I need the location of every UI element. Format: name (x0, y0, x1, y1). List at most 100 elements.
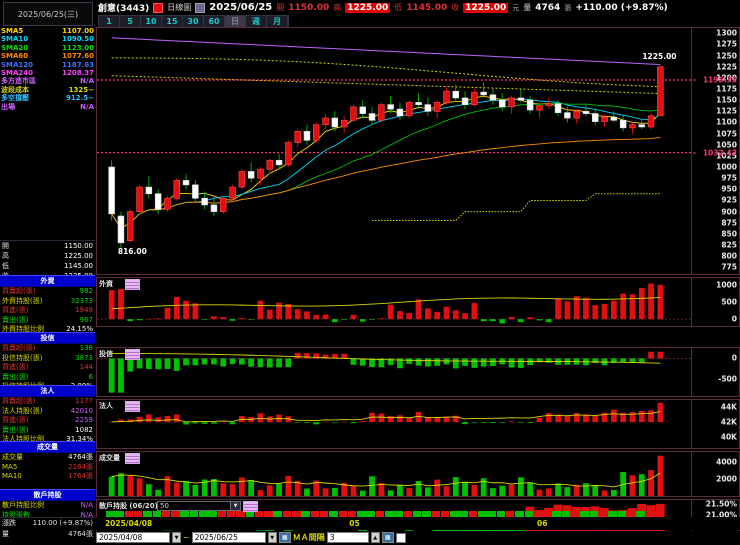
sma-label: 波段成本 (1, 85, 29, 94)
plot-region[interactable] (97, 348, 691, 396)
panel-settings-icon[interactable] (125, 401, 140, 412)
chevron-down-icon[interactable]: ▼ (230, 502, 240, 510)
stat-value: N/A (80, 501, 93, 509)
apply-icon[interactable]: ▦ (381, 532, 394, 543)
sma-label: SMA240 (1, 68, 34, 77)
timeframe-15[interactable]: 15 (162, 16, 183, 27)
plot-region[interactable] (97, 452, 691, 496)
start-date-input[interactable]: 2025/04/08 (96, 532, 170, 543)
price-annotation: 816.00 (117, 246, 147, 256)
open-label: 開 (276, 3, 285, 12)
x-axis-label: 06 (537, 519, 548, 528)
stat-row: 買進(張) 2259 (0, 416, 95, 426)
stat-label: 買賣超(張) (2, 344, 36, 352)
timeframe-日[interactable]: 日 (225, 16, 246, 27)
panel-settings-icon[interactable] (125, 279, 140, 290)
axis-tick: 1125 (716, 106, 737, 116)
ma-interval-value: 3 (329, 533, 335, 542)
plot-region[interactable] (97, 400, 691, 448)
timeframe-60[interactable]: 60 (204, 16, 225, 27)
sma-label: SMA60 (1, 52, 29, 61)
plot-region[interactable]: 1225.00 816.00 (97, 28, 691, 274)
ribbon-cell (440, 511, 450, 518)
stat-value: 982 (79, 287, 93, 295)
section-0: 外資 買賣超(張) 982 外資持股(張) 32373 買進(張) 1949 賣出(張) 967… (0, 275, 95, 335)
ribbon-cell (561, 511, 571, 518)
stat-label: 買進(張) (2, 416, 29, 424)
ribbon-cell (273, 511, 282, 518)
ribbon-cell (394, 511, 403, 518)
stat-row: 外資持股(張) 32373 (0, 297, 95, 307)
ribbon-cell (292, 511, 301, 518)
ribbon-cell (598, 511, 608, 518)
ribbon-cell (571, 511, 580, 518)
sma-label: SMA10 (1, 35, 29, 44)
ribbon-cell (133, 511, 143, 518)
up-marker-icon (153, 2, 164, 13)
ribbon-cell (459, 511, 468, 518)
panel-period-dropdown[interactable]: 50 ▼ (157, 501, 241, 511)
axis-highlight-marker (693, 79, 696, 81)
current-date-box[interactable]: 2025/06/25(三) (3, 2, 93, 26)
axis-tick: 42K (720, 417, 737, 427)
high-label: 高 (333, 3, 342, 12)
axis-tick: 775 (721, 262, 737, 272)
high-value: 1225.00 (345, 2, 391, 13)
ribbon-cell (199, 511, 208, 518)
ribbon-cell (533, 511, 543, 518)
timeframe-週[interactable]: 週 (246, 16, 267, 27)
calendar-icon[interactable]: ▦ (278, 532, 291, 543)
timeframe-5[interactable]: 5 (120, 16, 141, 27)
left-sidebar: SMA5 1107.00 SMA10 1090.50 SMA20 1123.00 SMA60… (0, 27, 95, 528)
ribbon-cell (208, 511, 217, 518)
ribbon-cell (385, 511, 394, 518)
end-date-dropdown-icon[interactable]: ▼ (267, 532, 277, 543)
axis-tick: 975 (721, 173, 737, 183)
timeframe-月[interactable]: 月 (267, 16, 288, 27)
axis-tick: 1200 (716, 73, 737, 83)
axis-tick: 900 (721, 207, 737, 217)
axis-tick: -500 (718, 374, 737, 384)
ma-interval-spinner[interactable]: ▲ (370, 532, 380, 543)
ribbon-cell (115, 511, 124, 518)
ohlc-value: 1150.00 (64, 242, 93, 250)
ribbon-cell (468, 511, 478, 518)
stat-row: 買賣超(張) 982 (0, 287, 95, 297)
stat-row: 法人持股(張) 42010 (0, 407, 95, 417)
timeframe-10[interactable]: 10 (141, 16, 162, 27)
ribbon-cell (226, 511, 236, 518)
stat-value: 1764張 (68, 472, 93, 480)
timeframe-30[interactable]: 30 (183, 16, 204, 27)
ribbon-cell (654, 511, 664, 518)
sma-label: 出場 (1, 102, 15, 111)
panel-settings-icon[interactable] (125, 349, 140, 360)
ohlc-label: 低 (2, 262, 9, 270)
plot-region[interactable] (97, 278, 691, 326)
stat-label: MA5 (2, 462, 18, 471)
ma-interval-label: ＭＡ間隔 (292, 533, 325, 542)
ribbon-cell (552, 511, 561, 518)
axis-highlight-marker (693, 152, 696, 154)
panel-settings-icon[interactable] (125, 453, 140, 464)
value-axis: 44K 42K 40K (691, 400, 739, 448)
price-annotation: 1225.00 (642, 51, 677, 61)
axis-tick: 2000 (716, 474, 737, 484)
axis-tick: 800 (721, 251, 737, 261)
start-date-dropdown-icon[interactable]: ▼ (172, 532, 181, 543)
ribbon-cell (338, 511, 348, 518)
axis-tick: 950 (721, 184, 737, 194)
stat-row: 散戶持股比例 N/A (0, 501, 95, 511)
end-date-input[interactable]: 2025/06/25 (191, 532, 266, 543)
stat-value: 1949 (75, 306, 93, 314)
axis-tick: 875 (721, 218, 737, 228)
ribbon-cell (487, 511, 496, 518)
panel-settings-icon[interactable] (243, 501, 258, 512)
axis-tick: 1000 (716, 280, 737, 290)
timeframe-1[interactable]: 1 (99, 16, 120, 27)
price-unit: 元 (512, 3, 520, 12)
axis-tick: 1150 (716, 95, 737, 105)
ma-interval-input[interactable]: 3 (326, 532, 369, 543)
toolbar-checkbox[interactable] (395, 532, 406, 543)
panel-法人: 44K 42K 40K 法人 (96, 399, 740, 449)
